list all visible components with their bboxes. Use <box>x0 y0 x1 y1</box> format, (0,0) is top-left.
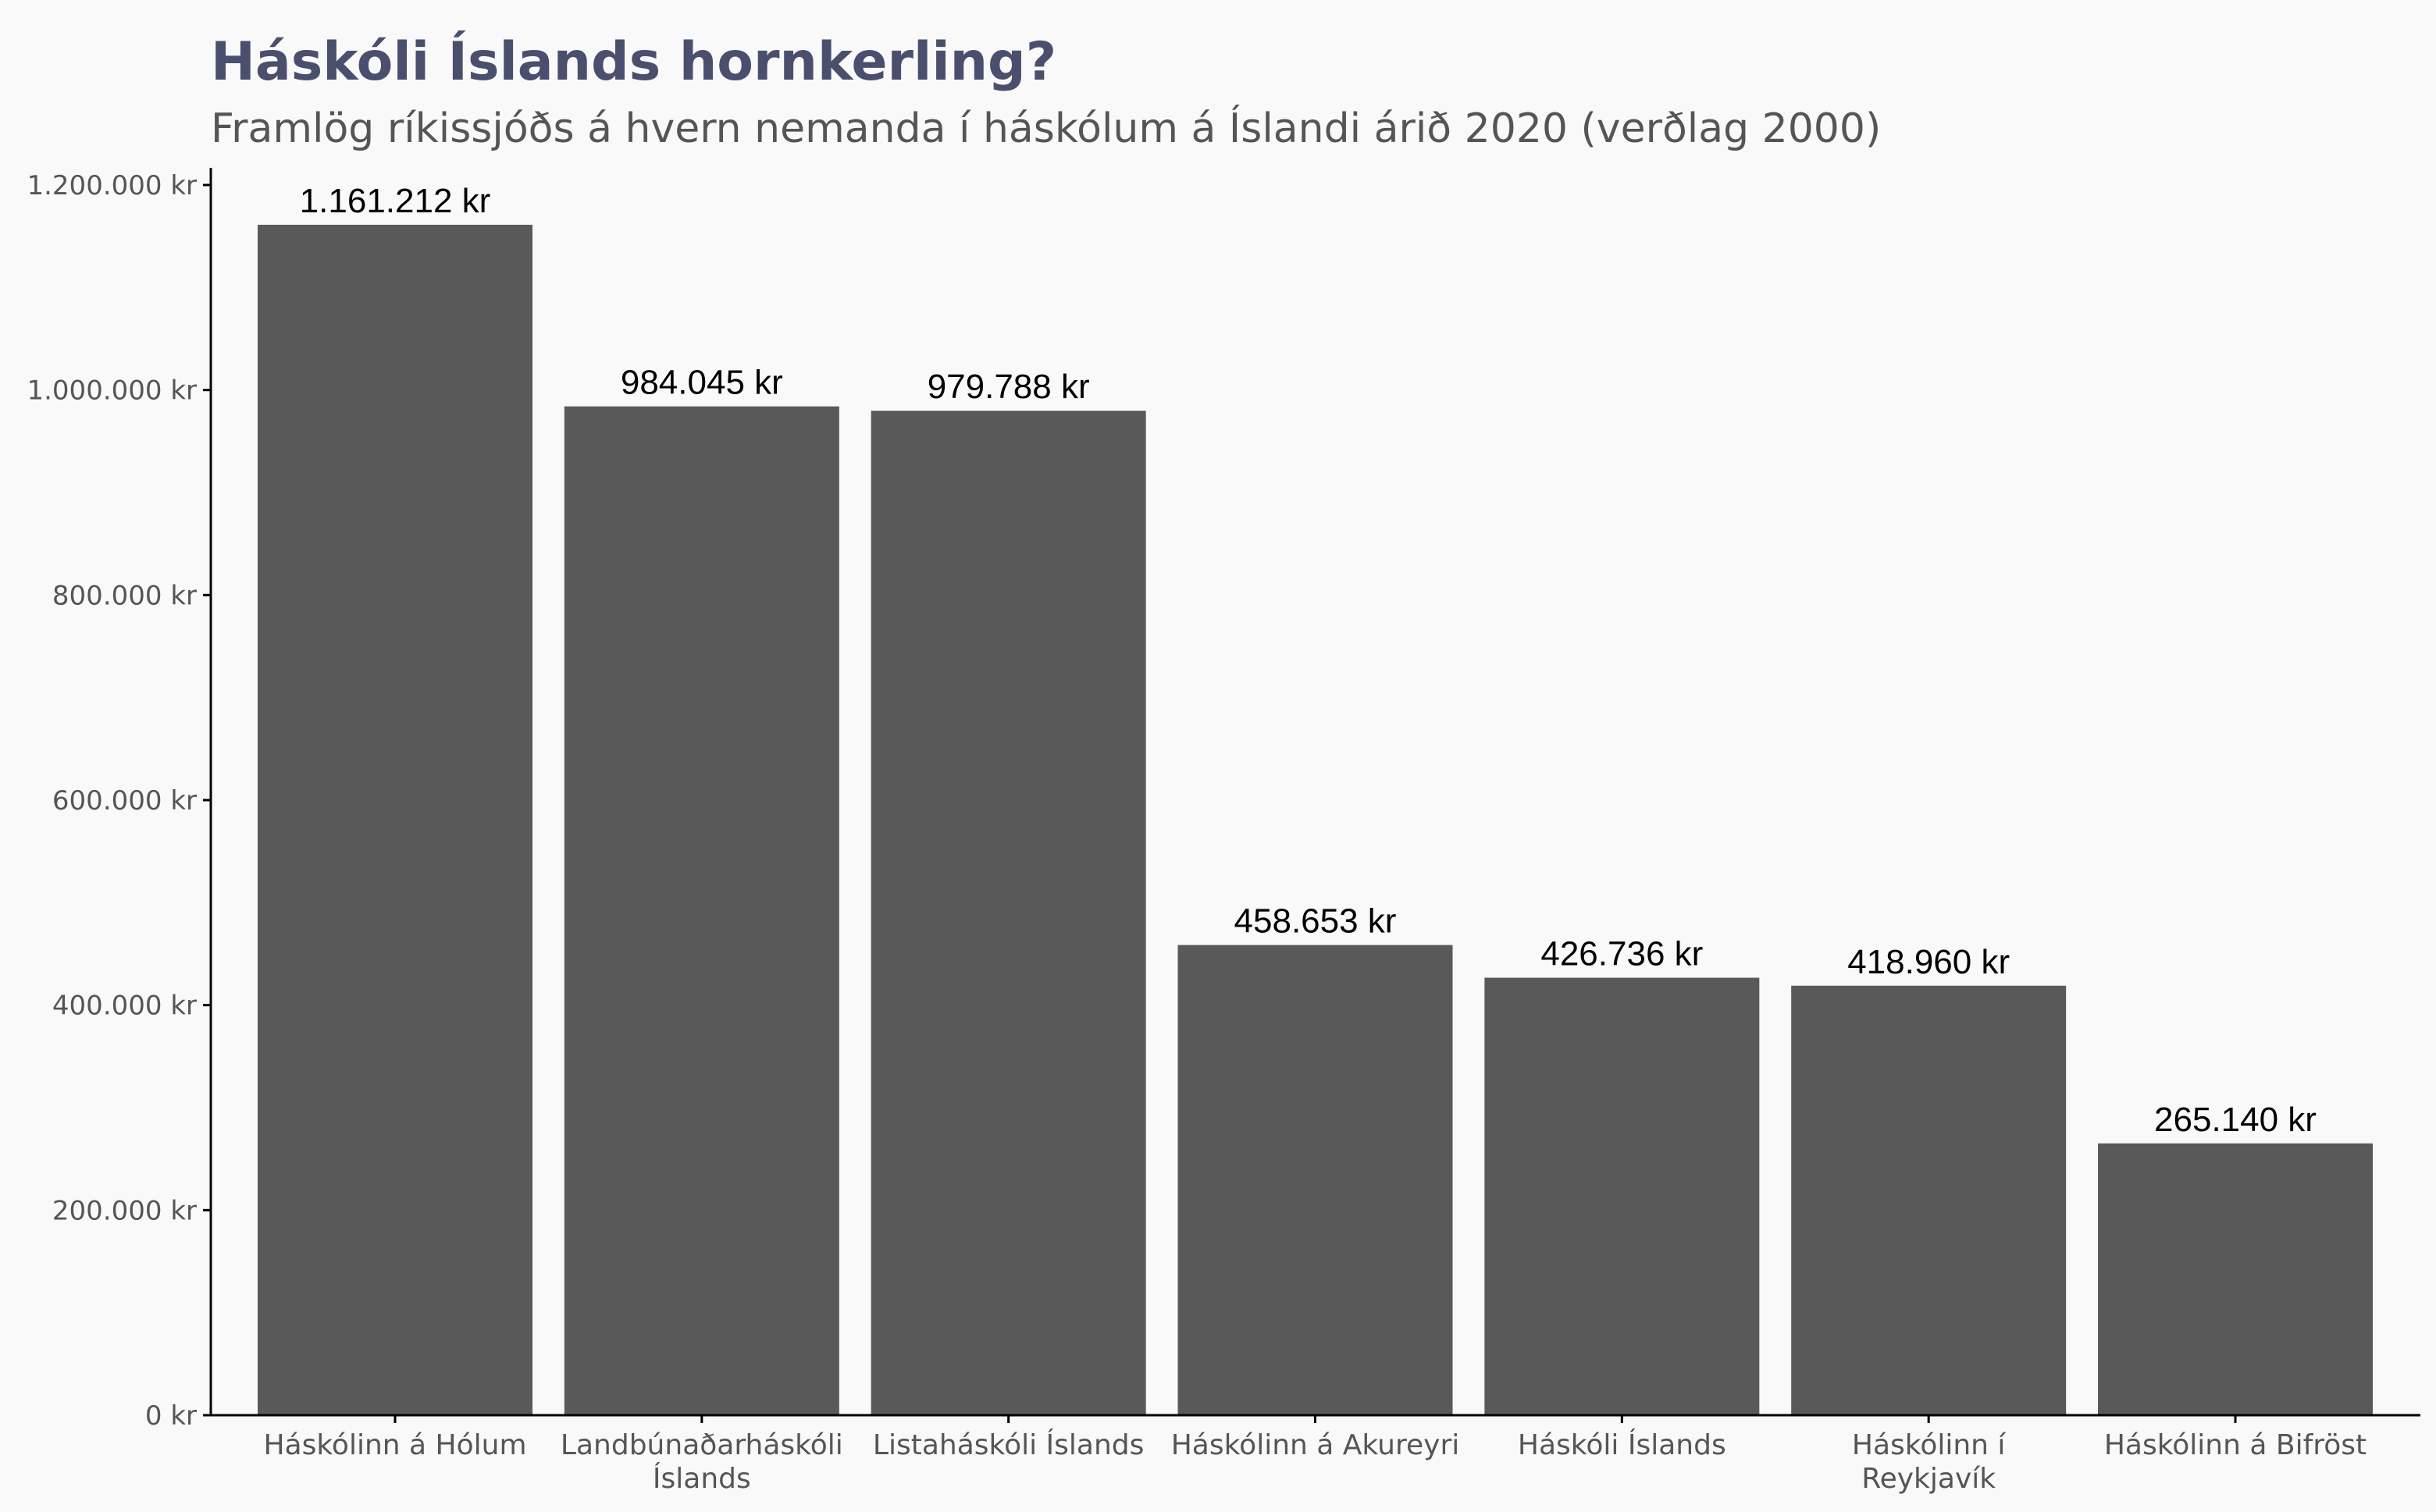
data-label: 426.736 kr <box>1540 935 1703 973</box>
x-tick-label: Listaháskóli Íslands <box>873 1428 1145 1461</box>
x-axis: Háskólinn á Hólum LandbúnaðarháskóliÍslan… <box>210 1414 2420 1495</box>
data-labels-group: 1.161.212 kr 984.045 kr 979.788 kr 458.653 … <box>300 182 2317 1139</box>
bar <box>1484 977 1760 1415</box>
x-tick-label: Háskólinn á Akureyri <box>1171 1429 1460 1461</box>
x-tick-label: Háskólinn á Bifröst <box>2104 1429 2367 1461</box>
x-tick-label: Reykjavík <box>1861 1463 1996 1495</box>
y-tick-label: 800.000 kr <box>52 580 197 611</box>
data-label: 458.653 kr <box>1234 902 1397 941</box>
chart-subtitle: Framlög ríkissjóðs á hvern nemanda í hás… <box>211 105 1881 152</box>
bar <box>258 224 532 1416</box>
y-tick-label: 0 kr <box>145 1400 197 1432</box>
y-tick-label: 1.000.000 kr <box>27 375 197 407</box>
y-tick-label: 200.000 kr <box>52 1195 197 1226</box>
x-tick-label: Háskólinn á Hólum <box>263 1429 526 1461</box>
x-tick-label: Háskólinn í <box>1852 1429 2007 1461</box>
bar <box>1791 985 2067 1415</box>
data-label: 984.045 kr <box>621 364 783 402</box>
data-label: 1.161.212 kr <box>300 182 491 220</box>
data-label: 418.960 kr <box>1847 943 2010 981</box>
bar <box>564 406 839 1416</box>
y-tick-label: 600.000 kr <box>52 785 197 816</box>
y-tick-label: 400.000 kr <box>52 991 197 1022</box>
x-tick-label: Íslands <box>653 1462 751 1495</box>
data-label: 979.788 kr <box>928 368 1090 406</box>
data-label: 265.140 kr <box>2154 1101 2317 1139</box>
bar <box>871 411 1146 1416</box>
y-tick-label: 1.200.000 kr <box>27 170 197 201</box>
x-tick-label: Landbúnaðarháskóli <box>561 1429 843 1461</box>
bars-group <box>258 224 2373 1416</box>
bar <box>2098 1143 2373 1415</box>
y-axis: 0 kr 200.000 kr 400.000 kr 600.000 kr 800.00… <box>27 168 212 1432</box>
chart-title: Háskóli Íslands hornkerling? <box>211 30 1056 93</box>
x-tick-label: Háskóli Íslands <box>1518 1428 1726 1461</box>
bar <box>1177 945 1453 1415</box>
